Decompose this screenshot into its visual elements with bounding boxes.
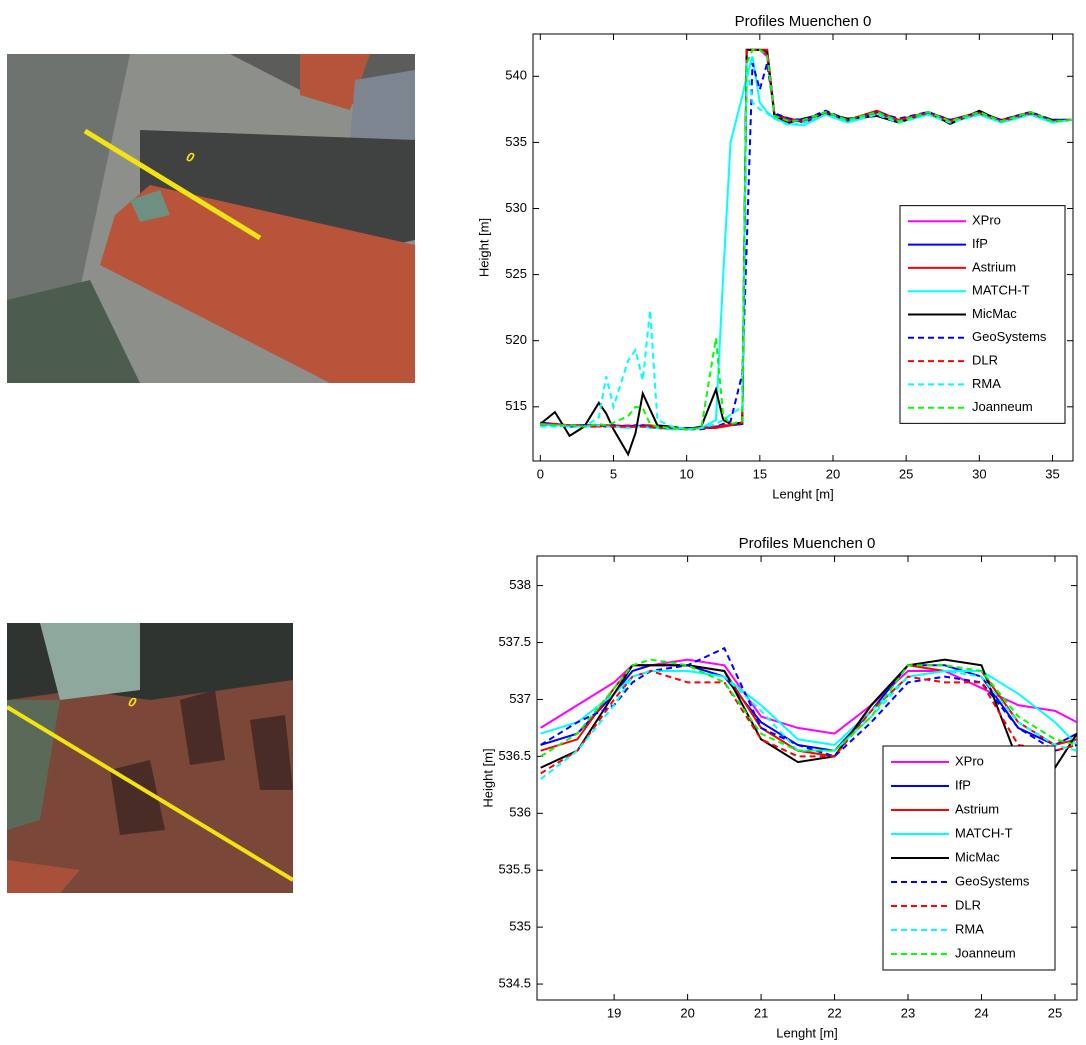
series-line (540, 62, 1072, 431)
legend-label: GeoSystems (972, 329, 1047, 344)
y-tick-label: 537.5 (498, 634, 531, 649)
chart-title: Profiles Muenchen 0 (739, 535, 876, 552)
legend-label: IfP (972, 236, 988, 251)
y-tick-label: 535.5 (498, 862, 531, 877)
x-tick-label: 24 (974, 1005, 988, 1020)
legend-label: Joanneum (972, 399, 1033, 414)
legend-label: MicMac (955, 849, 1000, 864)
legend-label: RMA (955, 921, 984, 936)
x-axis-label: Lenght [m] (772, 486, 833, 501)
legend-label: MATCH-T (955, 825, 1013, 840)
x-tick-label: 5 (610, 466, 617, 481)
roof (100, 185, 415, 383)
x-tick-label: 19 (607, 1005, 621, 1020)
legend-label: RMA (972, 376, 1001, 391)
legend-label: Astrium (955, 801, 999, 816)
x-tick-label: 15 (753, 466, 767, 481)
y-tick-label: 538 (509, 577, 531, 592)
legend-label: Joanneum (955, 945, 1016, 960)
profile-line (7, 705, 293, 882)
x-tick-label: 35 (1045, 466, 1059, 481)
x-tick-label: 25 (899, 466, 913, 481)
roof (300, 54, 370, 110)
x-axis-label: Lenght [m] (776, 1025, 837, 1040)
roof (350, 70, 415, 150)
y-tick-label: 525 (505, 266, 527, 281)
legend-label: DLR (972, 353, 998, 368)
legend-label: MicMac (972, 306, 1017, 321)
series-line (540, 48, 1072, 431)
series-line (540, 669, 1077, 747)
shadow (250, 715, 293, 790)
x-tick-label: 22 (827, 1005, 841, 1020)
y-tick-label: 515 (505, 398, 527, 413)
series-line (540, 669, 1077, 780)
series-line (540, 658, 1077, 769)
y-tick-label: 536.5 (498, 748, 531, 763)
aerial-image: 0 (7, 623, 293, 893)
legend-label: XPro (955, 753, 984, 768)
series-line (540, 646, 1077, 758)
y-tick-label: 540 (505, 68, 527, 83)
x-tick-label: 20 (680, 1005, 694, 1020)
roof-detail (130, 190, 170, 222)
x-tick-label: 23 (901, 1005, 915, 1020)
y-tick-label: 530 (505, 200, 527, 215)
x-tick-label: 21 (754, 1005, 768, 1020)
y-axis-label: Height [m] (476, 218, 491, 277)
y-tick-label: 535 (505, 134, 527, 149)
y-tick-label: 535 (509, 919, 531, 934)
shadow (180, 690, 225, 765)
x-tick-label: 20 (826, 466, 840, 481)
legend-label: DLR (955, 897, 981, 912)
aerial-image: 0 (7, 54, 415, 383)
legend-label: GeoSystems (955, 873, 1030, 888)
ground (7, 280, 140, 383)
x-tick-label: 10 (679, 466, 693, 481)
series-line (540, 669, 1077, 775)
series-line (540, 658, 1077, 758)
legend-label: XPro (972, 213, 1001, 228)
legend-label: IfP (955, 777, 971, 792)
y-tick-label: 536 (509, 805, 531, 820)
chart: Profiles Muenchen 0 Lenght [m] Height [m] 1… (480, 535, 1078, 1040)
x-tick-label: 0 (537, 466, 544, 481)
y-tick-label: 537 (509, 691, 531, 706)
chart: Profiles Muenchen 0 Lenght [m] Height [m] 0… (476, 13, 1074, 501)
y-axis-label: Height [m] (480, 748, 495, 807)
profile-line (83, 128, 262, 241)
legend-label: Astrium (972, 259, 1016, 274)
chart-title: Profiles Muenchen 0 (735, 13, 872, 30)
roof (7, 860, 80, 893)
roof-detail (40, 623, 140, 700)
shadow (140, 130, 415, 260)
x-tick-label: 30 (972, 466, 986, 481)
series-line (540, 48, 1072, 431)
x-tick-label: 25 (1048, 1005, 1062, 1020)
legend-label: MATCH-T (972, 283, 1030, 298)
y-tick-label: 534.5 (498, 975, 531, 990)
y-tick-label: 520 (505, 332, 527, 347)
